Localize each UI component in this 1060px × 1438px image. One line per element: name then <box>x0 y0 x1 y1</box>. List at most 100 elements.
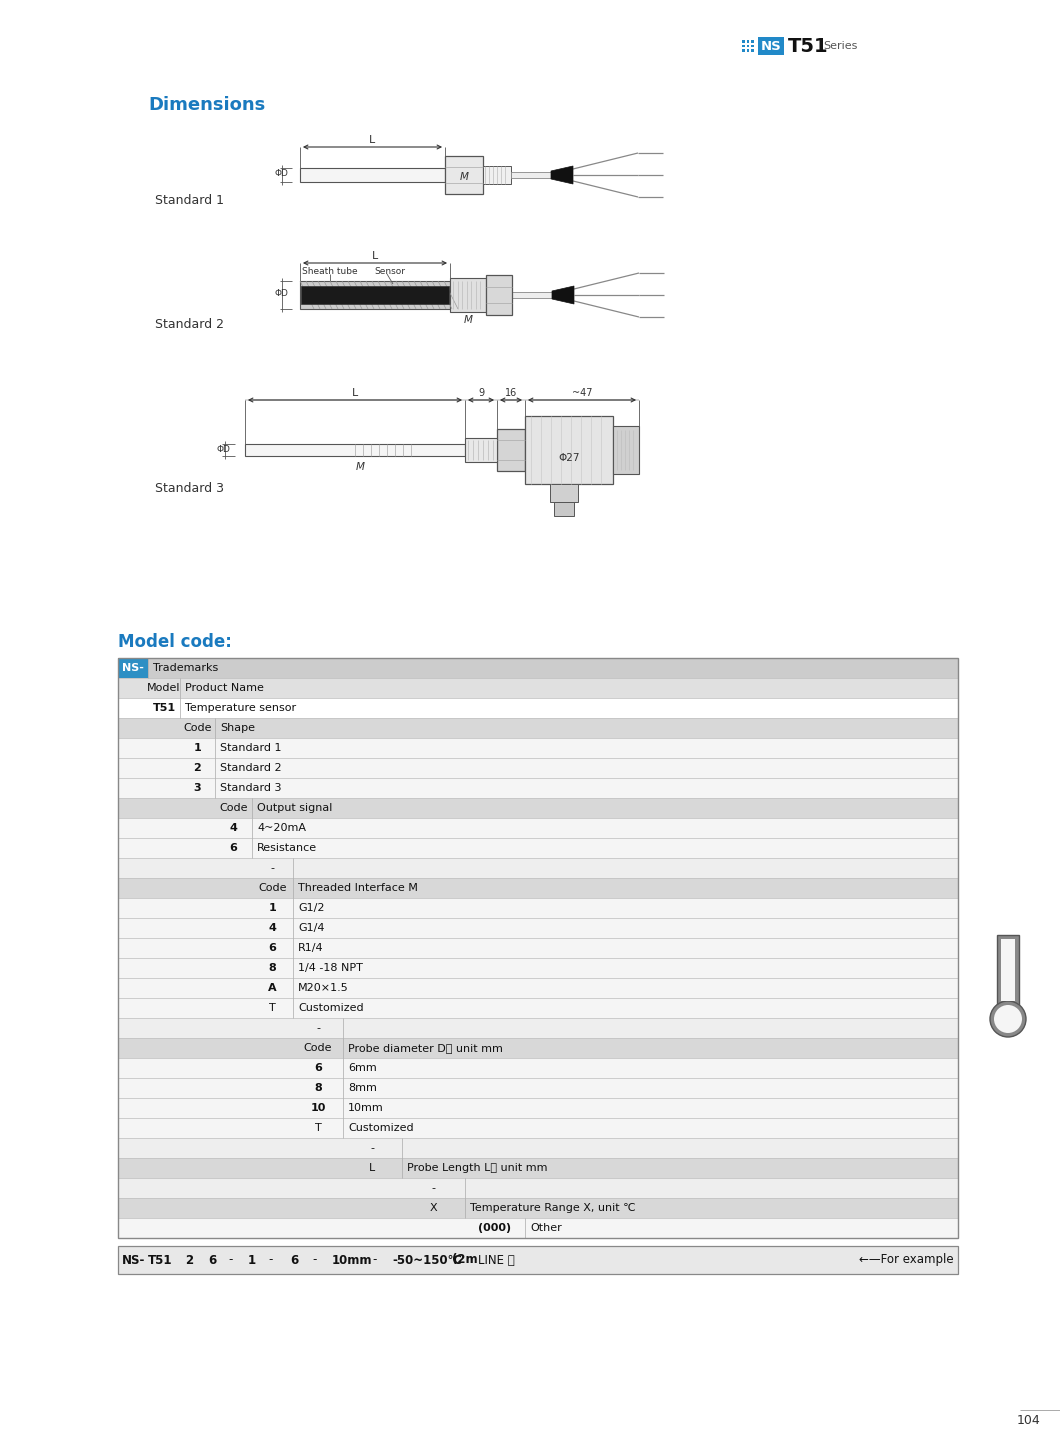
Bar <box>118 998 958 1018</box>
Bar <box>118 697 958 718</box>
Text: NS-: NS- <box>122 663 144 673</box>
Text: A: A <box>268 984 277 994</box>
Bar <box>613 426 639 475</box>
Text: 10: 10 <box>311 1103 325 1113</box>
Text: 6mm: 6mm <box>348 1063 376 1073</box>
Bar <box>746 45 749 47</box>
Text: Standard 2: Standard 2 <box>220 764 282 774</box>
Text: 3: 3 <box>194 784 201 792</box>
Text: Probe Length L， unit mm: Probe Length L， unit mm <box>407 1163 548 1173</box>
Text: 16: 16 <box>505 388 517 398</box>
Text: Sheath tube: Sheath tube <box>302 266 358 276</box>
Bar <box>525 416 613 485</box>
Text: Dimensions: Dimensions <box>148 96 265 114</box>
Text: (2m: (2m <box>452 1254 478 1267</box>
Text: Sensor: Sensor <box>374 266 406 276</box>
Text: 6: 6 <box>268 943 277 953</box>
Text: 9: 9 <box>478 388 484 398</box>
Bar <box>118 659 148 677</box>
Bar <box>450 278 485 312</box>
Text: 8: 8 <box>268 963 277 974</box>
Bar <box>750 45 754 47</box>
Text: M: M <box>459 173 469 183</box>
Bar <box>118 1058 958 1078</box>
Text: 2: 2 <box>186 1254 193 1267</box>
Text: Code: Code <box>219 802 248 812</box>
Text: (000): (000) <box>478 1222 512 1232</box>
Text: 10mm: 10mm <box>332 1254 372 1267</box>
Bar <box>118 718 958 738</box>
Text: M: M <box>463 315 473 325</box>
Bar <box>118 917 958 938</box>
Bar <box>118 1178 958 1198</box>
Text: -: - <box>372 1254 376 1267</box>
Text: 6: 6 <box>208 1254 216 1267</box>
Bar <box>118 738 958 758</box>
Circle shape <box>990 1001 1026 1037</box>
Text: 6: 6 <box>230 843 237 853</box>
Bar <box>465 439 497 462</box>
Polygon shape <box>551 165 573 184</box>
Text: 6: 6 <box>290 1254 298 1267</box>
Bar <box>300 280 450 309</box>
Bar <box>118 1117 958 1137</box>
Bar <box>118 758 958 778</box>
Bar <box>118 879 958 897</box>
Text: Standard 1: Standard 1 <box>220 743 282 754</box>
Text: G1/2: G1/2 <box>298 903 324 913</box>
Text: Other: Other <box>530 1222 562 1232</box>
Text: M20×1.5: M20×1.5 <box>298 984 349 994</box>
Text: L: L <box>369 135 375 145</box>
Text: 8: 8 <box>314 1083 322 1093</box>
Bar <box>758 37 784 55</box>
Text: L: L <box>352 388 358 398</box>
Text: 1: 1 <box>248 1254 257 1267</box>
Text: Code: Code <box>304 1043 332 1053</box>
Bar <box>118 677 958 697</box>
Text: Standard 1: Standard 1 <box>155 194 224 207</box>
Text: 10mm: 10mm <box>348 1103 384 1113</box>
Text: Standard 3: Standard 3 <box>155 482 224 495</box>
Text: Probe diameter D， unit mm: Probe diameter D， unit mm <box>348 1043 502 1053</box>
Text: T: T <box>315 1123 321 1133</box>
Text: Customized: Customized <box>348 1123 413 1133</box>
Bar <box>118 798 958 818</box>
Text: ~47: ~47 <box>571 388 593 398</box>
Bar <box>554 502 575 516</box>
Text: T51: T51 <box>148 1254 173 1267</box>
Bar <box>118 1198 958 1218</box>
Bar <box>485 275 512 315</box>
Bar <box>511 173 551 178</box>
Text: Temperature Range X, unit ℃: Temperature Range X, unit ℃ <box>470 1204 636 1214</box>
Bar <box>445 155 483 194</box>
Text: 104: 104 <box>1017 1414 1040 1426</box>
Bar <box>118 858 958 879</box>
Text: Code: Code <box>183 723 212 733</box>
Text: ΦD: ΦD <box>216 446 230 454</box>
Bar <box>118 1018 958 1038</box>
Text: 8mm: 8mm <box>348 1083 377 1093</box>
Text: Output signal: Output signal <box>257 802 333 812</box>
Bar <box>118 978 958 998</box>
Text: G1/4: G1/4 <box>298 923 324 933</box>
Bar <box>118 897 958 917</box>
Text: 4: 4 <box>230 823 237 833</box>
Text: Customized: Customized <box>298 1002 364 1012</box>
Text: 4~20mA: 4~20mA <box>257 823 306 833</box>
Bar <box>997 935 1019 1005</box>
Bar <box>118 1158 958 1178</box>
Text: Series: Series <box>823 42 858 50</box>
Bar <box>550 485 578 502</box>
Bar <box>245 444 465 456</box>
Bar <box>750 40 754 43</box>
Bar <box>118 938 958 958</box>
Text: 1: 1 <box>194 743 201 754</box>
Bar <box>118 1245 958 1274</box>
Text: X: X <box>429 1204 438 1214</box>
Text: 1: 1 <box>268 903 277 913</box>
Text: T: T <box>269 1002 276 1012</box>
Bar <box>742 49 744 52</box>
Text: NS: NS <box>761 39 781 53</box>
Text: Resistance: Resistance <box>257 843 317 853</box>
Bar <box>118 1137 958 1158</box>
